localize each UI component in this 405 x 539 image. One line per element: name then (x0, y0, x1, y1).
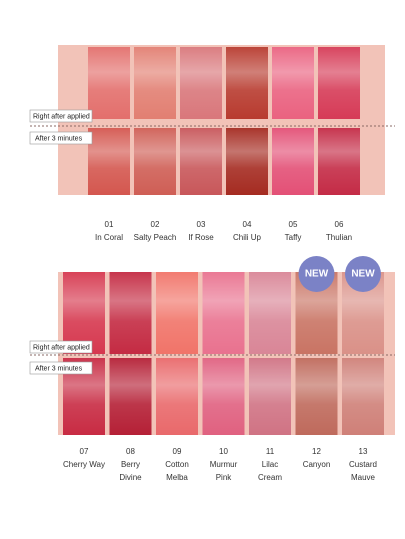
swatch-shine (318, 47, 360, 119)
swatch-shine (226, 47, 268, 119)
swatch-number: 05 (289, 220, 298, 229)
new-badge-text: NEW (305, 269, 329, 280)
swatch-name: Pink (216, 473, 233, 482)
swatch-name: Taffy (285, 233, 302, 242)
label-box (29, 131, 93, 145)
swatch-shine (180, 47, 222, 119)
swatch-shine (134, 128, 176, 195)
swatch-shine (156, 358, 198, 435)
swatch-name: Custard (349, 460, 377, 469)
swatch-shine (318, 128, 360, 195)
swatch-shine (109, 358, 152, 435)
swatch-number: 10 (219, 447, 228, 456)
swatch-name: Divine (119, 473, 142, 482)
swatch-name: Cream (258, 473, 282, 482)
label-after-3-min: After 3 minutes (35, 135, 83, 142)
swatch-name: Cotton (165, 460, 189, 469)
swatch-shine (249, 358, 291, 435)
new-badge-text: NEW (351, 269, 375, 280)
swatch-shine (180, 128, 222, 195)
swatch-name: Canyon (303, 460, 331, 469)
swatch-name: Thulian (326, 233, 352, 242)
label-after-3-min: After 3 minutes (35, 365, 83, 372)
swatch-number: 09 (173, 447, 182, 456)
swatch-number: 04 (243, 220, 252, 229)
swatch-name: If Rose (188, 233, 214, 242)
swatch-shine (272, 47, 314, 119)
swatch-number: 08 (126, 447, 135, 456)
swatch-shine (202, 358, 245, 435)
swatch-shine (156, 272, 198, 354)
swatch-number: 12 (312, 447, 321, 456)
label-box (29, 340, 93, 354)
swatch-shine (202, 272, 245, 354)
swatch-number: 03 (197, 220, 206, 229)
swatch-name: Lilac (262, 460, 278, 469)
swatch-shine (88, 47, 130, 119)
swatch-shine (249, 272, 291, 354)
swatch-number: 01 (105, 220, 114, 229)
swatch-number: 07 (80, 447, 89, 456)
swatch-name: Cherry Way (63, 460, 105, 469)
swatch-name: Berry (121, 460, 140, 469)
label-right-after: Right after applied (33, 113, 90, 120)
swatch-shine (295, 358, 338, 435)
swatch-number: 13 (359, 447, 368, 456)
new-badge (298, 256, 335, 292)
new-badge (345, 256, 381, 292)
swatch-shine (342, 358, 384, 435)
swatch-number: 06 (335, 220, 344, 229)
swatch-shine (109, 272, 152, 354)
swatch-name: Chili Up (233, 233, 262, 242)
swatch-name: Mauve (351, 473, 376, 482)
label-box (29, 361, 93, 375)
swatch-name: Melba (166, 473, 188, 482)
swatch-number: 02 (151, 220, 160, 229)
swatch-shine (63, 272, 105, 354)
swatch-shine (226, 128, 268, 195)
label-right-after: Right after applied (33, 344, 90, 351)
swatch-shine (272, 128, 314, 195)
swatch-name: In Coral (95, 233, 123, 242)
swatch-shine (134, 47, 176, 119)
swatch-name: Murmur (210, 460, 238, 469)
swatch-shine (88, 128, 130, 195)
swatch-number: 11 (266, 447, 275, 456)
swatch-name: Salty Peach (134, 233, 177, 242)
label-box (29, 109, 93, 123)
